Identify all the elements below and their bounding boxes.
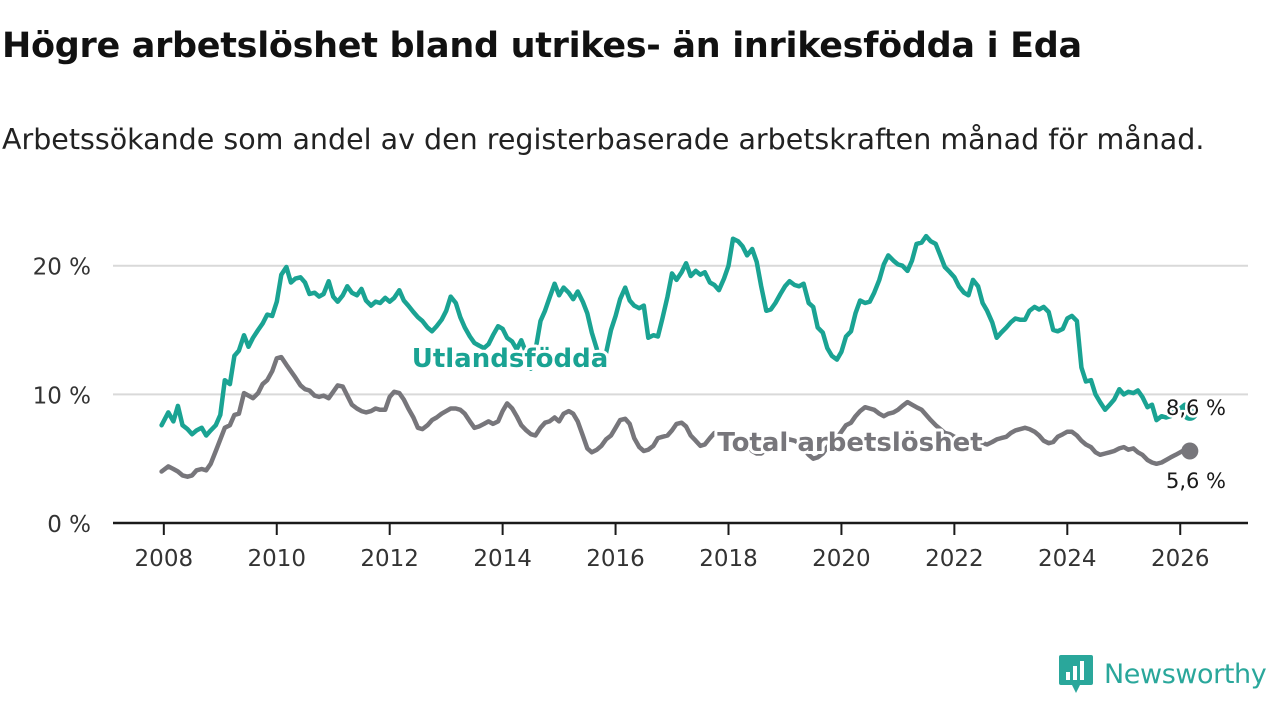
series-line-total [159,354,1193,479]
x-tick-label: 2014 [473,546,532,572]
x-tick-label: 2026 [1151,546,1210,572]
brand-name: Newsworthy [1104,658,1267,690]
x-tick-label: 2010 [247,546,306,572]
x-tick-label: 2008 [135,546,194,572]
y-tick-label: 0 % [47,512,91,538]
series-line-utlandsfodda [159,233,1193,438]
x-tick-label: 2012 [360,546,419,572]
series-label-utlandsfodda: Utlandsfödda [412,344,609,374]
x-tick-label: 2024 [1038,546,1097,572]
x-axis: 2008 2010 2012 2014 2016 2018 2020 2022 2024 2026 [113,521,1248,572]
newsworthy-logo-icon [1059,655,1093,693]
series-label-total: Total arbetslöshet [717,428,982,458]
x-tick-label: 2022 [925,546,984,572]
y-axis: 0 % 10 % 20 % [33,255,91,538]
grid-lines [113,264,1248,396]
end-value-label-utlandsfodda: 8,6 % [1166,396,1226,420]
series-labels: Utlandsfödda Total arbetslöshet 8,6 % 5,6 % [409,341,1229,496]
end-point-total [1181,442,1199,460]
end-point-utlandsfodda [1181,403,1199,421]
x-tick-label: 2016 [586,546,645,572]
newsworthy-brand: Newsworthy [1058,654,1267,694]
series-lines [159,233,1199,479]
end-value-label-total: 5,6 % [1166,469,1226,493]
x-tick-label: 2018 [699,546,758,572]
chart-subtitle: Arbetssökande som andel av den registerb… [2,123,1205,156]
y-tick-label: 10 % [33,383,91,409]
chart-title: Högre arbetslöshet bland utrikes- än inr… [2,26,1082,66]
y-tick-label: 20 % [33,255,91,281]
x-tick-label: 2020 [812,546,871,572]
